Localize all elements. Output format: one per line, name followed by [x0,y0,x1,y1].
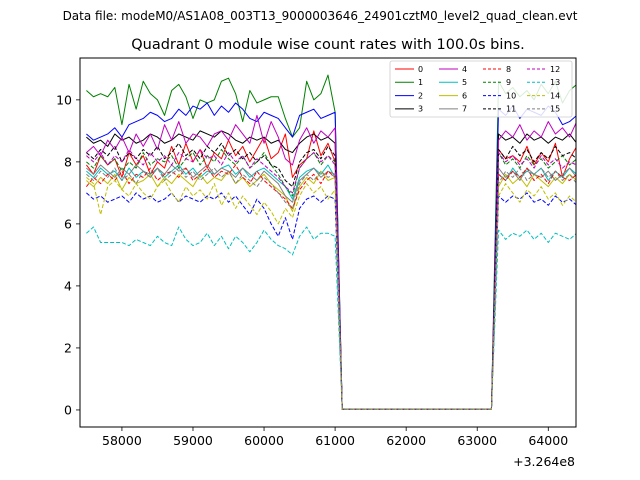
legend-label: 8 [506,65,511,74]
x-tick-label: 60000 [244,433,284,448]
legend-label: 9 [506,78,511,87]
y-axis: 0 2 4 6 8 10 [56,92,80,417]
x-tick-label: 61000 [315,433,355,448]
y-tick-label: 2 [64,340,72,355]
x-axis: 58000 59000 60000 61000 62000 63000 64000 [102,427,568,448]
legend-label: 6 [462,91,467,100]
x-tick-label: 62000 [386,433,426,448]
legend-label: 13 [550,78,560,87]
legend-box [389,60,573,118]
plot-frame [79,57,577,428]
legend-label: 10 [506,91,516,100]
legend-label: 14 [550,91,560,100]
x-tick-label: 58000 [102,433,142,448]
x-tick-label: 64000 [528,433,568,448]
legend-label: 1 [418,78,423,87]
legend-label: 4 [462,65,467,74]
legend-label: 15 [550,105,560,114]
y-tick-label: 0 [64,402,72,417]
legend-label: 7 [462,105,467,114]
legend-label: 11 [506,105,516,114]
y-tick-label: 6 [64,216,72,231]
series-line-15 [86,167,576,410]
x-offset-label: +3.264e8 [513,454,575,469]
chart-title: Quadrant 0 module wise count rates with … [131,37,525,53]
y-tick-label: 4 [64,278,72,293]
figure-suptitle: Data file: modeM0/AS1A08_003T13_90000036… [63,9,578,23]
legend-label: 12 [550,65,560,74]
legend-label: 5 [462,78,467,87]
x-tick-label: 63000 [457,433,497,448]
legend-label: 2 [418,91,423,100]
series-layer [86,74,576,410]
y-tick-label: 10 [56,92,72,107]
x-tick-label: 59000 [173,433,213,448]
legend-label: 3 [418,105,423,114]
y-tick-label: 8 [64,154,72,169]
legend-label: 0 [418,65,423,74]
